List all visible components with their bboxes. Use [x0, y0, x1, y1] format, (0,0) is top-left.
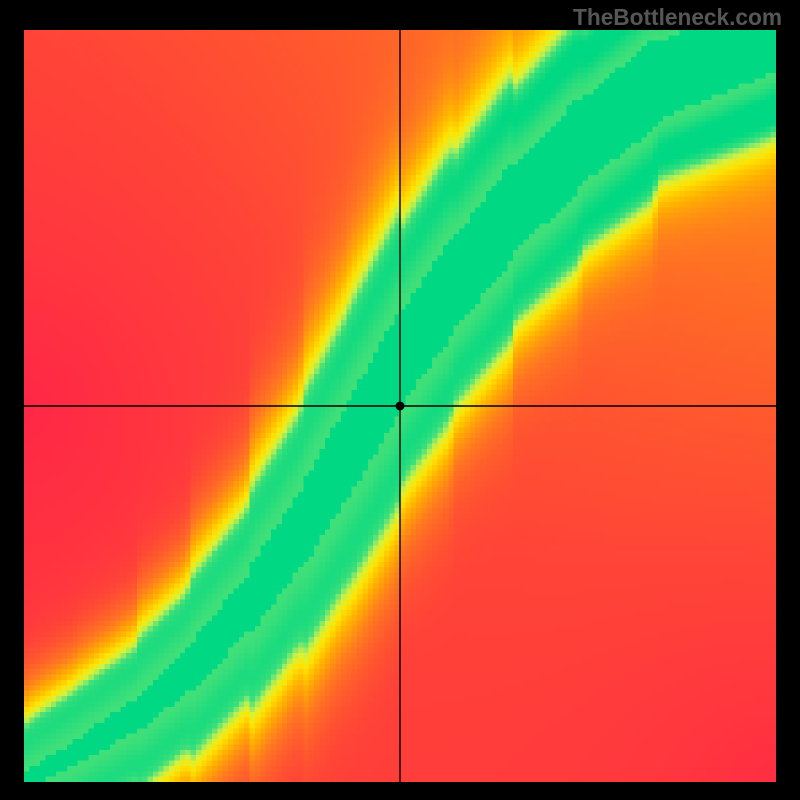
- bottleneck-heatmap: [24, 30, 776, 782]
- watermark-label: TheBottleneck.com: [573, 4, 782, 31]
- chart-container: { "meta": { "watermark_text": "TheBottle…: [0, 0, 800, 800]
